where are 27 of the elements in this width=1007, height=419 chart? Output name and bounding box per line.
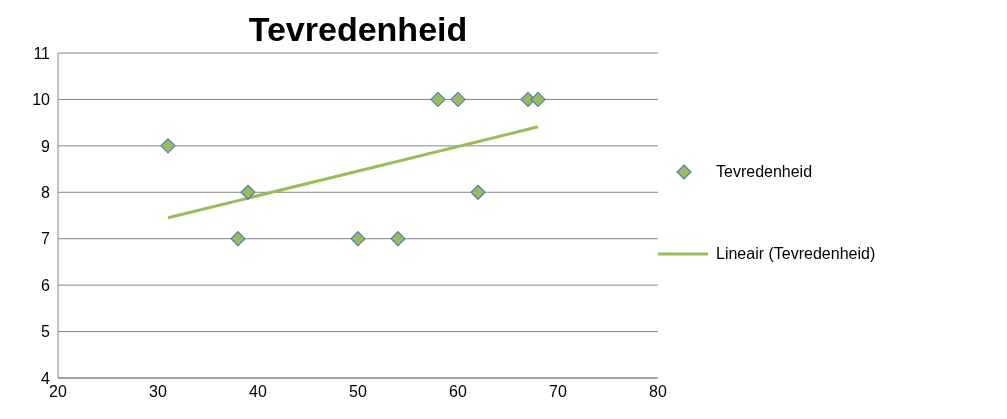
point xyxy=(530,91,546,108)
y-tick-label: 11 xyxy=(33,44,51,62)
y-tick-label: 5 xyxy=(41,323,51,341)
legend-label: Tevredenheid xyxy=(716,163,813,181)
y-tick-label: 9 xyxy=(41,137,51,155)
x-tick-label: 50 xyxy=(349,383,367,401)
point xyxy=(230,231,246,247)
x-tick-label: 30 xyxy=(149,383,167,401)
point xyxy=(450,91,466,108)
y-tick-label: 7 xyxy=(41,230,51,248)
point xyxy=(240,184,256,200)
x-tick-label: 60 xyxy=(449,383,467,401)
point xyxy=(160,138,176,154)
y-tick-label: 6 xyxy=(41,276,51,294)
y-tick-label: 10 xyxy=(32,91,51,109)
x-tick-label: 80 xyxy=(649,383,667,401)
point xyxy=(430,91,446,108)
legend-label: Lineair (Tevredenheid) xyxy=(716,245,876,263)
x-tick-label: 20 xyxy=(49,383,67,401)
x-tick-label: 40 xyxy=(249,383,267,401)
x-tick-label: 70 xyxy=(549,383,567,401)
y-tick-label: 4 xyxy=(41,369,51,387)
point xyxy=(470,184,486,200)
point xyxy=(390,231,406,247)
chart-title: Tevredenheid xyxy=(247,10,469,49)
y-tick-label: 8 xyxy=(41,183,51,201)
point xyxy=(350,231,366,247)
